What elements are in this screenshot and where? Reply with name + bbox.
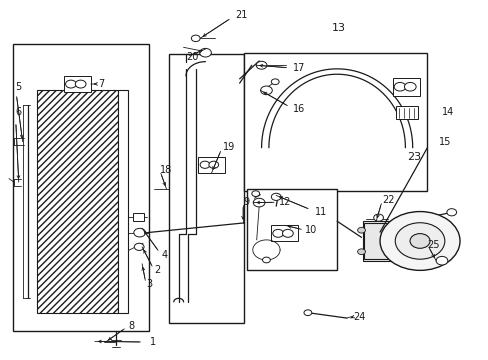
- Circle shape: [256, 61, 266, 69]
- Text: 25: 25: [427, 239, 439, 249]
- Text: 24: 24: [352, 312, 365, 322]
- Text: 9: 9: [243, 197, 249, 207]
- Bar: [246, 189, 336, 270]
- Circle shape: [253, 198, 264, 207]
- Circle shape: [357, 249, 365, 255]
- Text: 3: 3: [146, 279, 152, 289]
- Text: 23: 23: [406, 152, 420, 162]
- Circle shape: [393, 82, 405, 91]
- Circle shape: [134, 228, 145, 237]
- Text: 10: 10: [305, 225, 317, 235]
- Circle shape: [373, 214, 383, 221]
- Bar: [64, 76, 91, 92]
- Circle shape: [134, 243, 144, 251]
- Circle shape: [208, 161, 218, 168]
- Text: 17: 17: [293, 63, 305, 73]
- Text: 18: 18: [159, 165, 172, 175]
- Bar: [392, 78, 419, 96]
- Text: 6: 6: [15, 107, 21, 117]
- Circle shape: [435, 256, 447, 265]
- Circle shape: [379, 212, 459, 270]
- Bar: [363, 223, 400, 259]
- Text: 15: 15: [438, 138, 450, 147]
- Text: 16: 16: [293, 104, 305, 114]
- Circle shape: [251, 191, 259, 197]
- Circle shape: [272, 229, 283, 237]
- Circle shape: [404, 82, 415, 91]
- Circle shape: [304, 310, 311, 316]
- Text: 2: 2: [154, 265, 160, 275]
- Text: 1: 1: [150, 337, 156, 347]
- Bar: [271, 225, 298, 242]
- Circle shape: [357, 227, 365, 233]
- Circle shape: [446, 209, 456, 216]
- Circle shape: [199, 48, 211, 57]
- Circle shape: [394, 223, 444, 259]
- Circle shape: [75, 80, 86, 88]
- Text: 21: 21: [235, 10, 247, 20]
- Bar: [13, 44, 149, 330]
- Circle shape: [65, 80, 76, 88]
- Circle shape: [262, 257, 270, 263]
- Bar: [395, 107, 417, 119]
- Bar: [37, 90, 118, 313]
- Text: 4: 4: [161, 250, 167, 260]
- Text: 7: 7: [98, 79, 104, 89]
- Circle shape: [271, 193, 281, 201]
- Text: 12: 12: [278, 197, 290, 207]
- Circle shape: [191, 35, 200, 41]
- Circle shape: [200, 161, 209, 168]
- Circle shape: [271, 79, 279, 85]
- Text: 8: 8: [128, 321, 134, 331]
- Bar: [244, 53, 427, 191]
- Text: 22: 22: [382, 195, 394, 205]
- Bar: [118, 90, 128, 313]
- Text: 13: 13: [331, 23, 346, 33]
- Text: 11: 11: [315, 207, 327, 217]
- Circle shape: [282, 229, 293, 237]
- Text: 5: 5: [15, 82, 21, 92]
- Bar: [198, 157, 224, 173]
- Text: 14: 14: [441, 107, 453, 117]
- Circle shape: [409, 234, 429, 248]
- Bar: [168, 54, 244, 323]
- Bar: [362, 221, 399, 261]
- Circle shape: [260, 86, 272, 95]
- Text: 19: 19: [222, 141, 234, 152]
- Bar: [133, 213, 144, 221]
- Text: 20: 20: [185, 52, 198, 62]
